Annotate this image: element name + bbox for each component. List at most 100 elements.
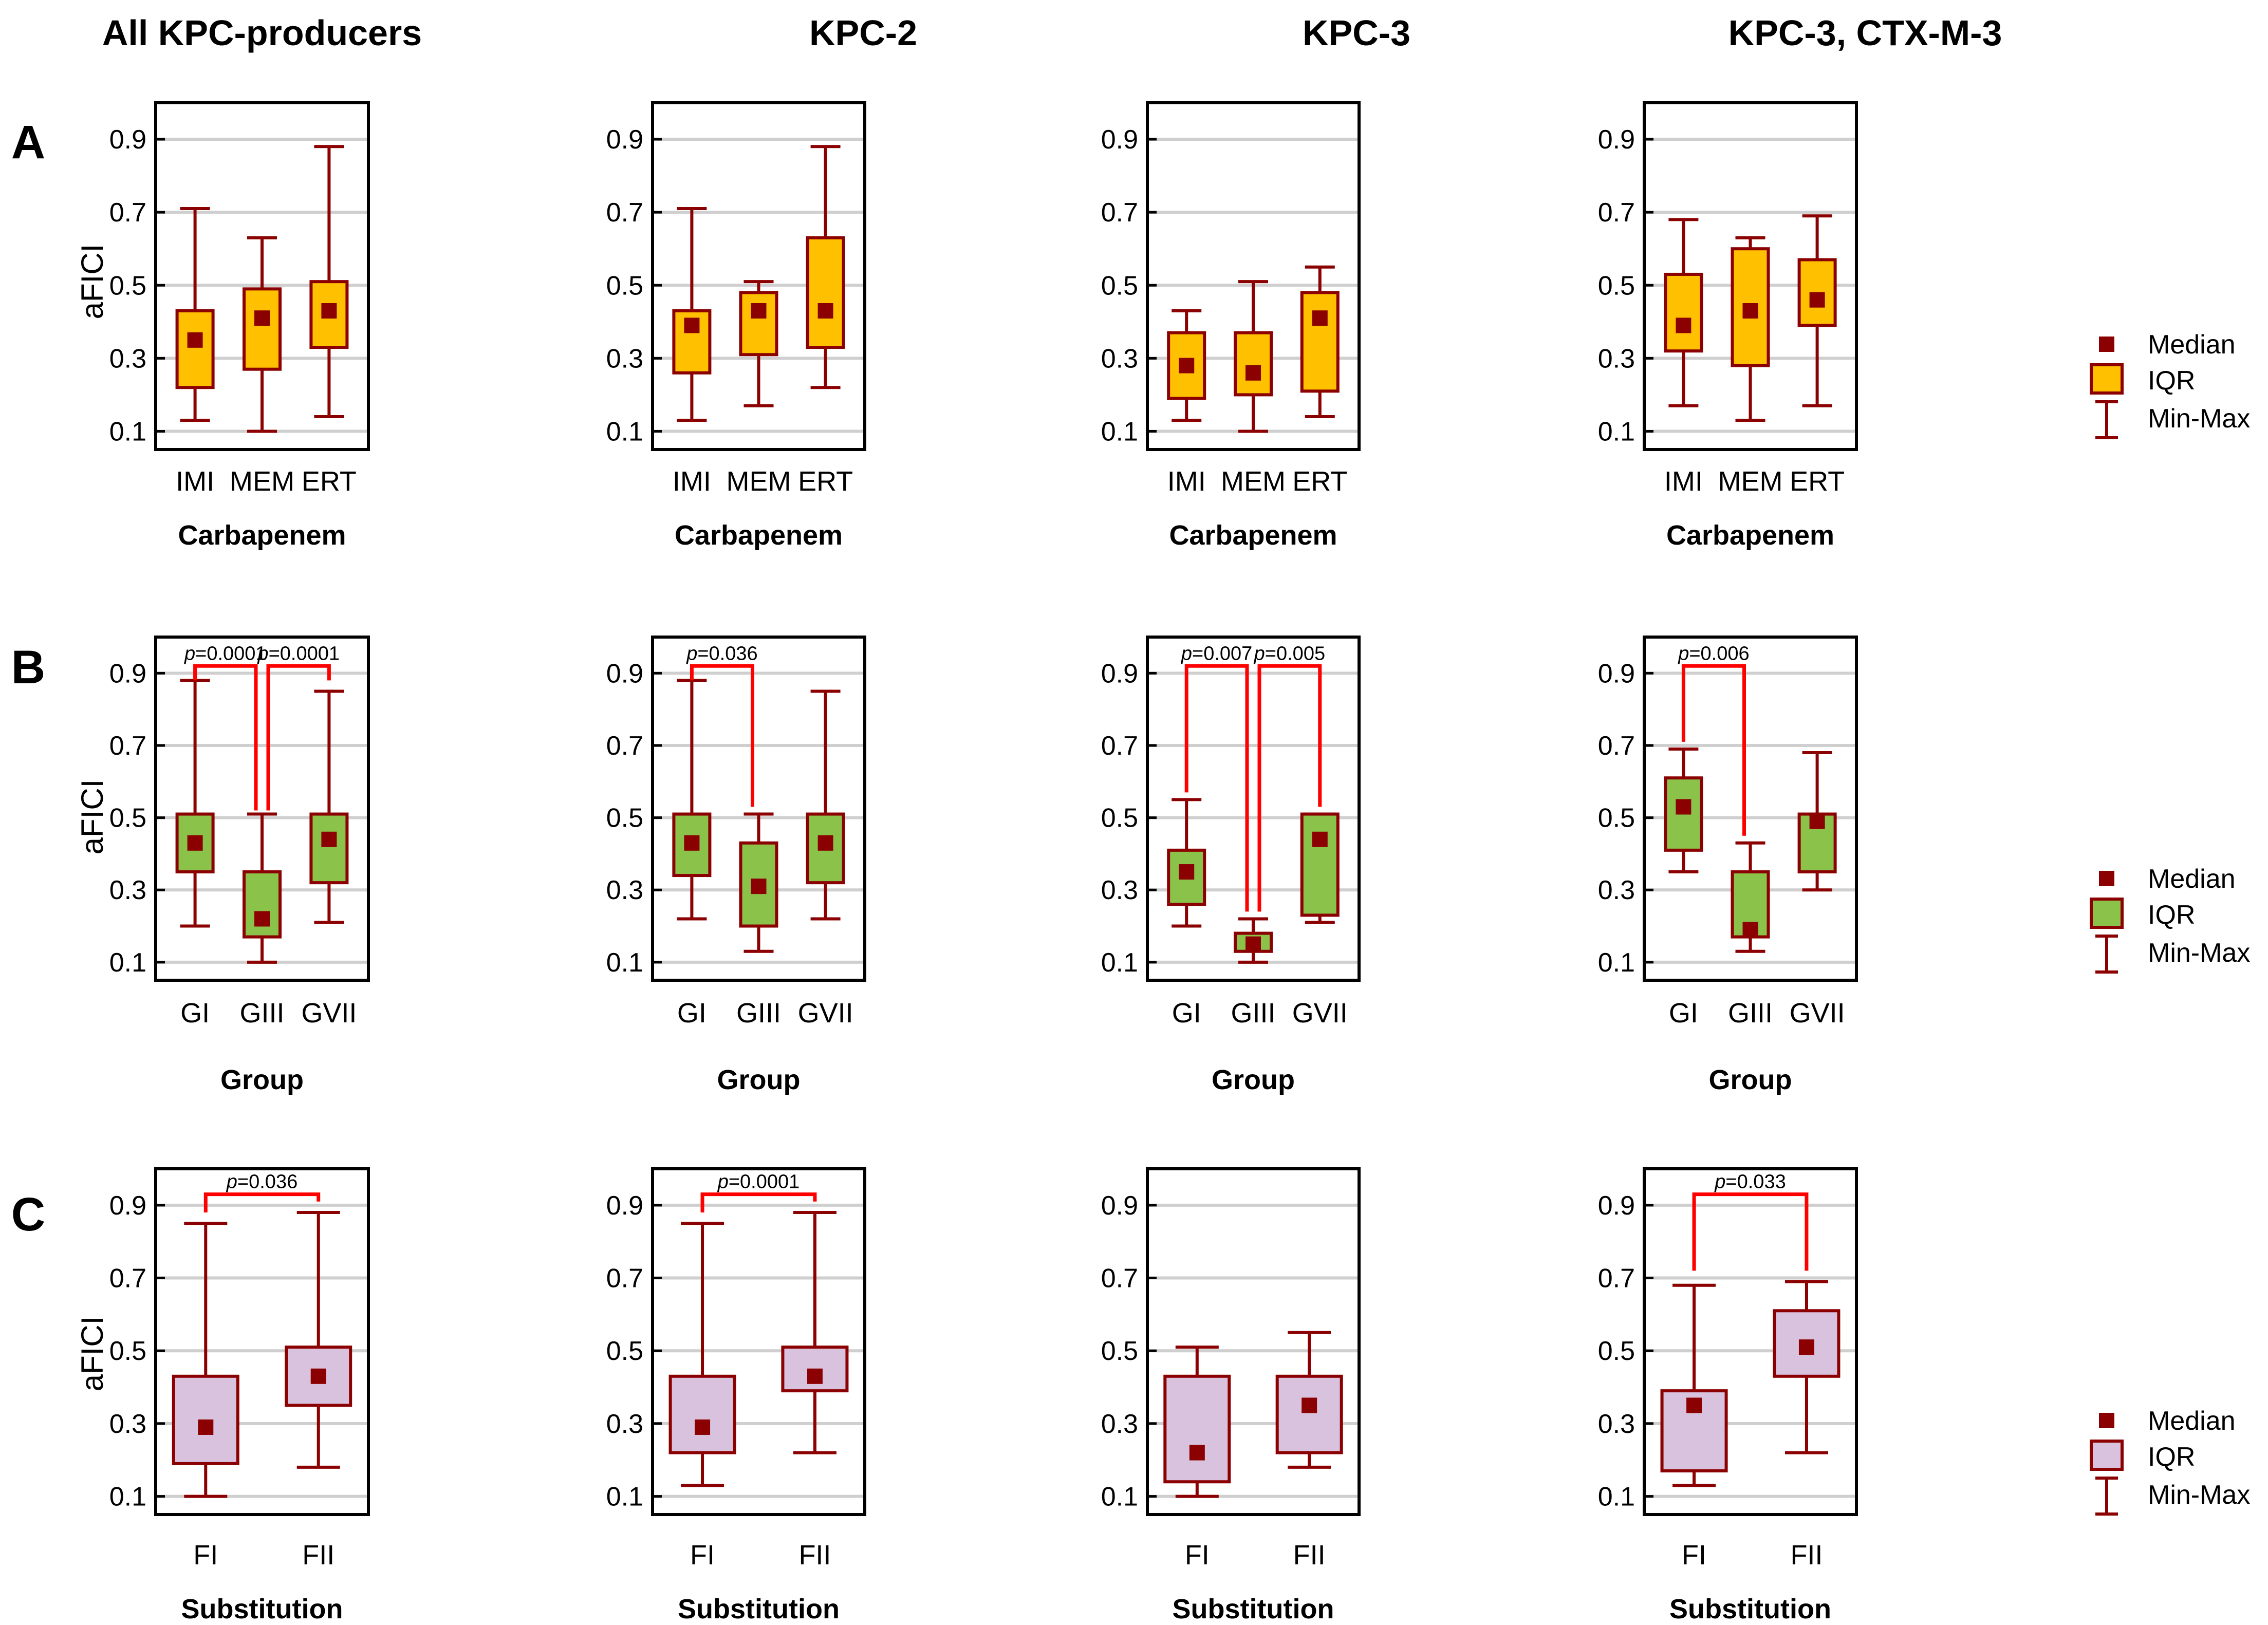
legend-median-swatch	[2099, 871, 2114, 886]
y-tick-label: 0.3	[1101, 1409, 1138, 1439]
panel-b-0: 0.1 0.3 0.5 0.7 0.9 GI GIII GVII Group p=0.0001p=…	[109, 636, 370, 1095]
median-marker	[1742, 303, 1758, 319]
p-value-label: p=0.006	[1678, 643, 1749, 664]
median-marker	[1686, 1397, 1702, 1413]
y-tick-label: 0.9	[1101, 125, 1138, 155]
box-gvii	[309, 689, 349, 924]
x-axis-title: Carbapenem	[675, 520, 843, 551]
legend-median-label: Median	[2148, 330, 2236, 360]
legend-iqr-swatch	[2090, 898, 2124, 929]
legend-minmax-label: Min-Max	[2148, 1480, 2250, 1510]
x-axis-title: Substitution	[678, 1594, 840, 1624]
y-tick-label: 0.9	[1598, 125, 1635, 155]
median-marker	[684, 835, 700, 851]
iqr-box	[806, 236, 845, 349]
panel-c-3: 0.1 0.3 0.5 0.7 0.9 FI FII Substitution p=0.033	[1598, 1167, 1858, 1624]
box-imi	[175, 207, 215, 422]
y-tick-label: 0.1	[606, 1482, 643, 1512]
p-value-label: p=0.007	[1181, 643, 1252, 664]
box-gvii	[1300, 812, 1340, 924]
box-fi	[1163, 1346, 1231, 1498]
median-marker	[1676, 317, 1691, 333]
category-label: GIII	[736, 998, 781, 1029]
y-tick-label: 0.9	[1101, 1191, 1138, 1221]
median-marker	[1809, 292, 1825, 308]
y-tick-label: 0.3	[1598, 344, 1635, 373]
category-label: FII	[1293, 1540, 1326, 1571]
y-tick-label: 0.7	[1598, 1264, 1635, 1294]
legend-row-b: Median IQR Min-Max	[2090, 864, 2250, 974]
y-tick-label: 0.5	[109, 1336, 146, 1366]
y-tick-label: 0.7	[109, 1264, 146, 1294]
panel-c-0: 0.1 0.3 0.5 0.7 0.9 FI FII Substitution p=0.036	[109, 1167, 370, 1624]
box-gi	[672, 679, 712, 921]
legend-median-swatch	[2099, 337, 2114, 352]
y-tick-label: 0.7	[606, 1264, 643, 1294]
y-tick-label: 0.9	[606, 659, 643, 688]
y-tick-label: 0.5	[1598, 804, 1635, 833]
y-tick-label: 0.5	[1101, 1336, 1138, 1366]
x-axis-title: Substitution	[1173, 1594, 1334, 1624]
y-tick-label: 0.1	[1101, 417, 1138, 446]
row-letter-a: A	[11, 116, 45, 169]
median-marker	[1189, 1445, 1205, 1461]
category-label: FI	[690, 1540, 715, 1571]
median-marker	[310, 1368, 326, 1384]
y-tick-label: 0.5	[606, 1336, 643, 1366]
bracket-line	[690, 664, 754, 807]
p-value-label: p=0.036	[226, 1171, 298, 1193]
y-tick-label: 0.7	[109, 198, 146, 228]
median-marker	[807, 1368, 823, 1384]
significance-bracket: p=0.036	[686, 643, 758, 807]
row-letter-b: B	[11, 641, 45, 694]
x-axis-title: Group	[717, 1064, 801, 1095]
iqr-box	[1300, 291, 1340, 393]
y-tick-label: 0.3	[606, 875, 643, 905]
y-tick-label: 0.3	[1598, 1409, 1635, 1439]
legend-row-a: Median IQR Min-Max	[2090, 330, 2250, 439]
box-fi	[172, 1222, 239, 1498]
y-tick-label: 0.9	[606, 1191, 643, 1221]
y-axis-title-row-c: aFICI	[75, 1316, 109, 1392]
category-label: IMI	[673, 466, 711, 497]
y-tick-label: 0.5	[1101, 804, 1138, 833]
p-value-label: p=0.033	[1714, 1171, 1786, 1193]
iqr-box	[1275, 1374, 1343, 1454]
iqr-box	[175, 309, 215, 389]
iqr-box	[1163, 1374, 1231, 1484]
bracket-line	[1681, 664, 1746, 836]
y-tick-label: 0.9	[1598, 659, 1635, 688]
plot-frame	[1146, 636, 1361, 982]
legend-iqr-label: IQR	[2148, 1442, 2195, 1472]
y-tick-label: 0.1	[109, 417, 146, 446]
median-marker	[1302, 1397, 1317, 1413]
box-gi	[175, 679, 215, 928]
box-fi	[1660, 1283, 1728, 1487]
legends: Median IQR Min-Max Median IQR Min-Max Median IQ…	[2090, 330, 2250, 1516]
y-tick-label: 0.7	[606, 198, 643, 228]
y-tick-label: 0.7	[1101, 1264, 1138, 1294]
bracket-line	[700, 1192, 817, 1213]
category-label: FII	[1790, 1540, 1823, 1571]
significance-bracket: p=0.0001	[700, 1171, 817, 1213]
box-giii	[1234, 917, 1273, 964]
y-tick-label: 0.5	[606, 271, 643, 301]
box-gi	[1664, 747, 1703, 874]
box-ert	[806, 145, 845, 389]
median-marker	[254, 310, 270, 326]
y-tick-label: 0.3	[1101, 875, 1138, 905]
median-marker	[1245, 365, 1261, 381]
x-axis-title: Group	[220, 1064, 304, 1095]
y-tick-label: 0.7	[1101, 731, 1138, 761]
category-label: ERT	[798, 466, 853, 497]
plot-frame	[154, 636, 370, 982]
panel-c-1: 0.1 0.3 0.5 0.7 0.9 FI FII Substitution p=0.0001	[606, 1167, 866, 1624]
iqr-box	[285, 1346, 352, 1407]
category-label: GI	[1172, 998, 1201, 1029]
y-tick-label: 0.3	[1598, 875, 1635, 905]
legend-row-c: Median IQR Min-Max	[2090, 1406, 2250, 1516]
y-tick-label: 0.9	[1598, 1191, 1635, 1221]
y-tick-label: 0.1	[1101, 948, 1138, 978]
y-tick-label: 0.3	[109, 1409, 146, 1439]
box-fii	[285, 1211, 352, 1469]
